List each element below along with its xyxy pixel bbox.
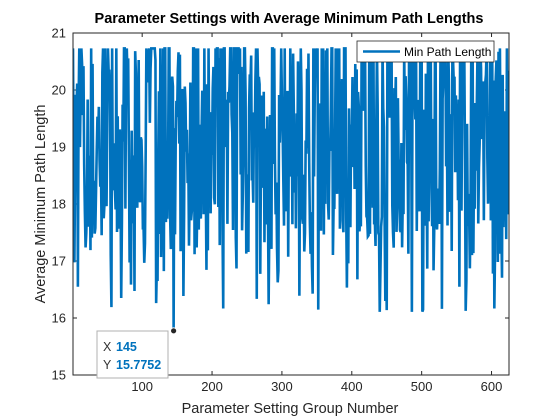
x-axis-ticks: 100 200 300 400 500 600 bbox=[131, 33, 502, 394]
x-tick-label: 200 bbox=[201, 379, 223, 394]
y-tick-label: 15 bbox=[52, 368, 66, 383]
x-tick-label: 500 bbox=[411, 379, 433, 394]
x-tick-label: 400 bbox=[341, 379, 363, 394]
x-axis-label: Parameter Setting Group Number bbox=[182, 401, 399, 417]
y-tick-label: 17 bbox=[52, 254, 66, 269]
legend-entry-min-path-length: Min Path Length bbox=[404, 45, 491, 59]
y-tick-label: 16 bbox=[52, 311, 66, 326]
x-tick-label: 100 bbox=[131, 379, 153, 394]
legend-box bbox=[356, 40, 495, 63]
datatip-box bbox=[96, 330, 169, 379]
y-tick-label: 21 bbox=[52, 26, 66, 41]
plot-axes-box bbox=[72, 32, 510, 376]
y-tick-label: 20 bbox=[52, 83, 66, 98]
chart-title: Parameter Settings with Average Minimum … bbox=[95, 11, 484, 27]
y-tick-label: 18 bbox=[52, 197, 66, 212]
x-tick-label: 600 bbox=[481, 379, 503, 394]
datatip-y-key: Y bbox=[103, 358, 112, 372]
y-tick-label: 19 bbox=[52, 140, 66, 155]
datatip-y-value: 15.7752 bbox=[116, 358, 161, 372]
datatip-marker bbox=[170, 327, 178, 335]
x-tick-label: 300 bbox=[271, 379, 293, 394]
legend[interactable]: Min Path Length bbox=[356, 40, 495, 63]
y-axis-label: Average Minimum Path Length bbox=[33, 105, 49, 304]
series-line-min-path-length bbox=[73, 47, 509, 331]
datatip-x-key: X bbox=[103, 340, 112, 354]
datatip[interactable]: X 145 Y 15.7752 bbox=[96, 327, 178, 379]
datatip-x-value: 145 bbox=[116, 340, 137, 354]
